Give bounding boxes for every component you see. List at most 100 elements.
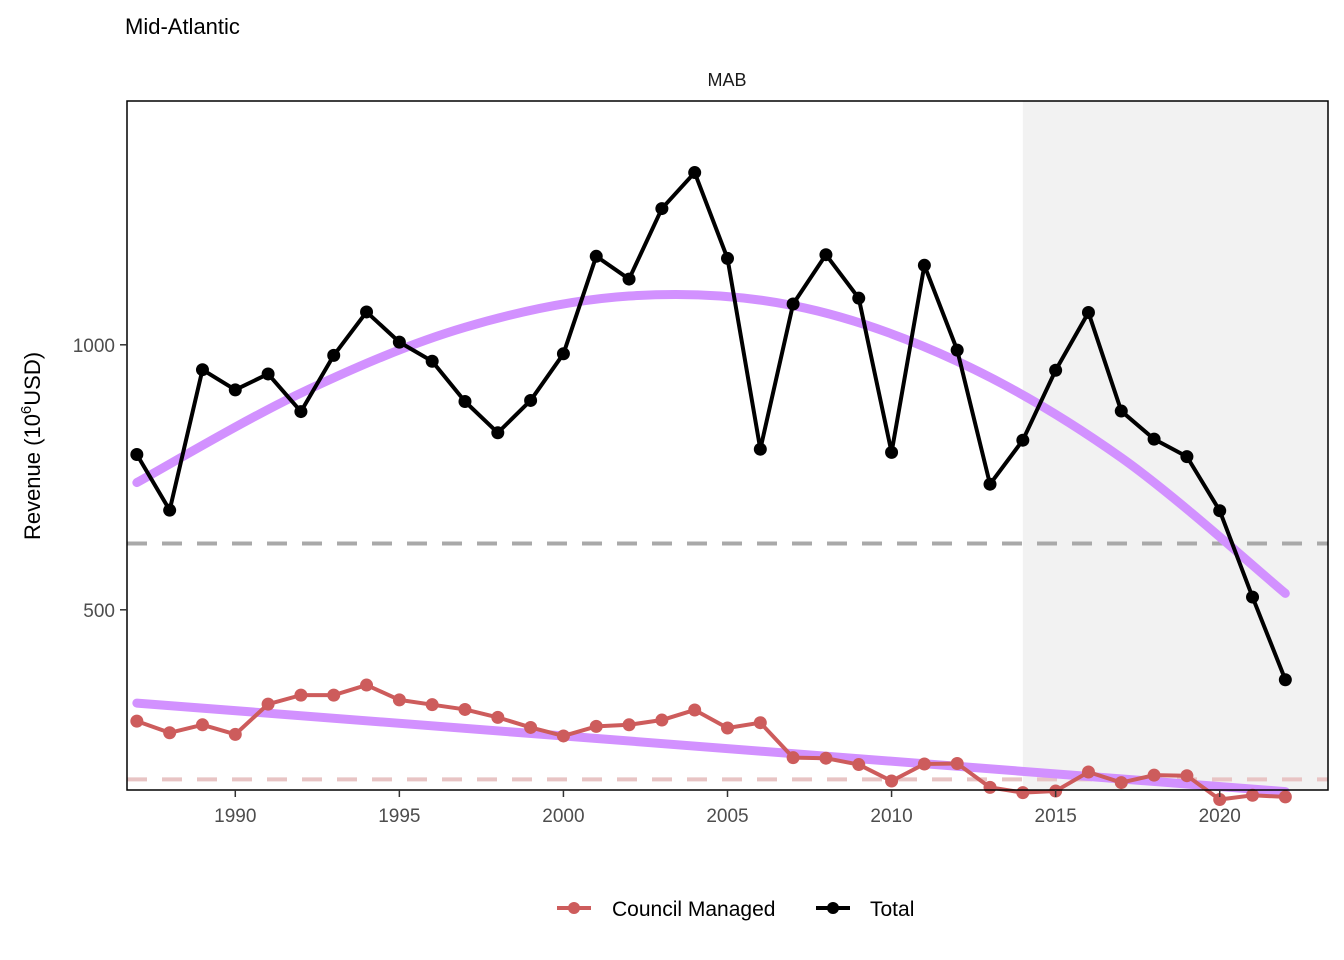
- data-point-total: [327, 348, 341, 362]
- legend-council-swatch-dot: [568, 902, 580, 914]
- data-point-total: [1016, 433, 1030, 447]
- data-point-total: [589, 249, 603, 263]
- data-point-total: [655, 202, 669, 216]
- data-point-council-managed: [1246, 788, 1260, 802]
- data-point-council-managed: [294, 688, 308, 702]
- legend: Council Managed Total: [557, 898, 914, 921]
- legend-total-swatch-dot: [827, 902, 839, 914]
- data-point-council-managed: [1114, 776, 1128, 790]
- data-point-council-managed: [556, 729, 570, 743]
- data-point-total: [917, 258, 931, 272]
- data-point-council-managed: [491, 710, 505, 724]
- x-tick-label: 2010: [870, 806, 912, 827]
- data-point-total: [1049, 363, 1063, 377]
- trend-line-council-managed: [132, 698, 1290, 797]
- data-point-total: [261, 367, 275, 381]
- legend-total-label: Total: [870, 898, 914, 921]
- data-point-council-managed: [392, 693, 406, 707]
- series-line-total: [135, 170, 1288, 681]
- legend-item-council: Council Managed: [557, 898, 775, 921]
- data-point-council-managed: [130, 714, 144, 728]
- data-point-council-managed: [1016, 786, 1030, 800]
- data-point-council-managed: [327, 688, 341, 702]
- data-point-total: [1114, 404, 1128, 418]
- legend-item-total: Total: [816, 898, 914, 921]
- data-point-total: [786, 297, 800, 311]
- data-point-council-managed: [983, 780, 997, 794]
- series-points: [130, 166, 1292, 807]
- data-point-council-managed: [885, 774, 899, 788]
- data-point-total: [1246, 590, 1260, 604]
- data-point-total: [163, 503, 177, 517]
- data-point-council-managed: [589, 719, 603, 733]
- plot-panel: [126, 100, 1329, 807]
- data-point-council-managed: [917, 757, 931, 771]
- data-point-total: [852, 291, 866, 305]
- data-point-council-managed: [1147, 768, 1161, 782]
- data-point-council-managed: [195, 718, 209, 732]
- data-point-council-managed: [622, 718, 636, 732]
- y-axis: 500 1000: [73, 336, 127, 622]
- data-point-council-managed: [655, 713, 669, 727]
- y-axis-label-superscript: 6: [18, 406, 35, 414]
- legend-council-label: Council Managed: [612, 898, 775, 921]
- data-point-total: [130, 448, 144, 462]
- data-point-total: [1147, 432, 1161, 446]
- data-point-total: [721, 251, 734, 265]
- data-point-total: [622, 272, 636, 286]
- data-point-council-managed: [163, 726, 177, 740]
- data-point-total: [195, 363, 209, 377]
- data-point-council-managed: [360, 678, 374, 692]
- data-point-total: [983, 477, 997, 491]
- data-point-council-managed: [458, 702, 472, 716]
- chart-title: Mid-Atlantic: [125, 14, 240, 39]
- data-point-total: [819, 248, 833, 262]
- x-tick-label: 2015: [1035, 806, 1077, 827]
- data-point-council-managed: [228, 727, 242, 741]
- y-tick-label: 500: [83, 601, 115, 622]
- data-point-council-managed: [524, 720, 538, 734]
- y-axis-label-main: Revenue (10: [20, 414, 45, 540]
- data-point-council-managed: [261, 697, 275, 711]
- x-tick-label: 2020: [1199, 806, 1241, 827]
- data-point-total: [524, 393, 538, 407]
- data-point-council-managed: [1081, 765, 1095, 779]
- x-tick-label: 1995: [378, 806, 420, 827]
- data-point-total: [294, 405, 308, 419]
- data-point-council-managed: [819, 751, 833, 765]
- data-point-council-managed: [753, 716, 767, 730]
- y-axis-label: Revenue (106USD): [18, 352, 45, 540]
- x-tick-label: 1990: [214, 806, 256, 827]
- data-point-total: [1213, 504, 1227, 518]
- data-point-total: [360, 305, 374, 319]
- y-tick-label: 1000: [73, 336, 115, 357]
- data-point-total: [1278, 673, 1292, 687]
- shaded-region: [1022, 101, 1328, 790]
- data-point-total: [950, 343, 964, 357]
- data-point-council-managed: [950, 757, 964, 770]
- data-point-council-managed: [1213, 793, 1227, 807]
- data-point-council-managed: [786, 751, 800, 765]
- x-axis: 1990 1995 2000 2005 2010 2015 2020: [214, 790, 1241, 827]
- data-point-total: [1180, 450, 1194, 464]
- y-axis-label-end: USD): [20, 352, 45, 406]
- data-point-total: [458, 395, 472, 409]
- data-point-total: [392, 335, 406, 349]
- data-point-total: [556, 347, 570, 361]
- data-point-total: [1081, 305, 1095, 319]
- data-point-total: [885, 445, 899, 459]
- data-point-total: [688, 166, 702, 180]
- data-point-council-managed: [721, 721, 734, 735]
- data-point-total: [228, 383, 242, 397]
- data-point-council-managed: [1278, 790, 1292, 804]
- reference-lines: [127, 541, 1328, 782]
- x-tick-label: 2005: [706, 806, 748, 827]
- x-tick-label: 2000: [542, 806, 584, 827]
- data-point-council-managed: [688, 703, 702, 717]
- data-point-council-managed: [1180, 769, 1194, 783]
- facet-label: MAB: [707, 70, 746, 90]
- data-point-total: [753, 442, 767, 456]
- data-point-total: [425, 354, 439, 368]
- data-point-total: [491, 426, 505, 440]
- data-point-council-managed: [425, 698, 439, 712]
